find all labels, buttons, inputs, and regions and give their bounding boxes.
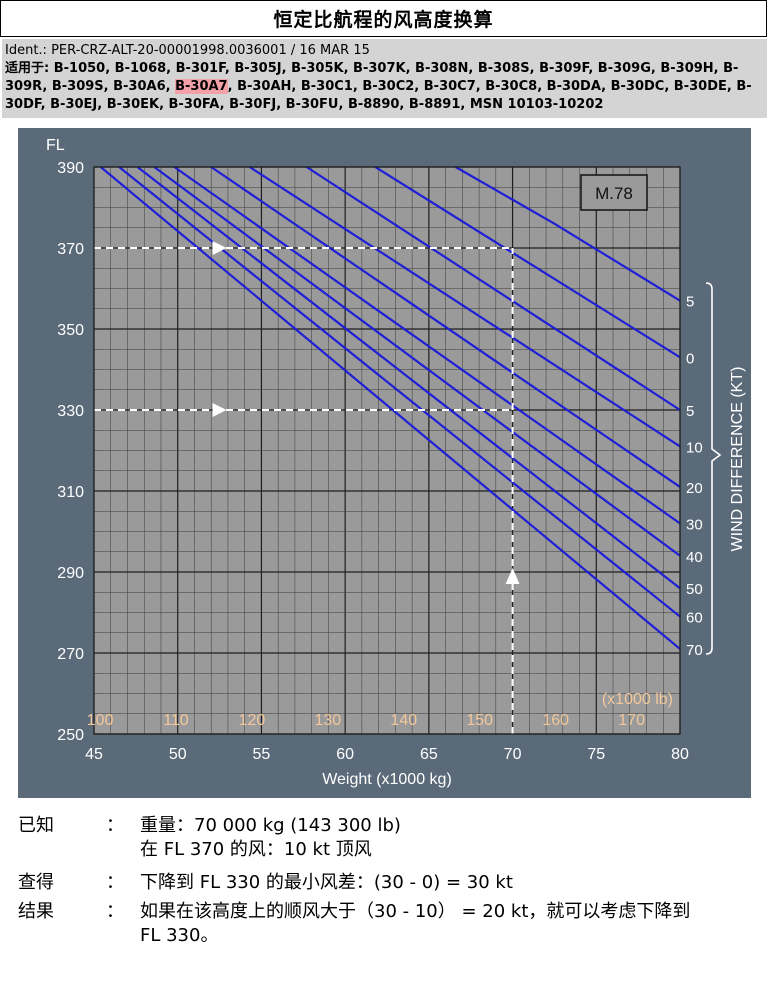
- wind-label: 0: [686, 350, 694, 367]
- find-label: 查得: [18, 872, 54, 893]
- y-tick-label: 350: [57, 322, 84, 339]
- highlighted-registration: B-30A7: [175, 79, 228, 94]
- ident-line: Ident.: PER-CRZ-ALT-20-00001998.0036001 …: [5, 43, 370, 58]
- x-tick-label: 60: [336, 746, 354, 763]
- chart-frame: 250 270 290 310 330 350 370 390 45 50 55 60 65 70 75 8…: [18, 128, 751, 798]
- wind-curve-70: [99, 166, 681, 650]
- wind-curve-20: [210, 166, 681, 488]
- x-tick-label: 55: [253, 746, 271, 763]
- wind-label: 20: [686, 480, 703, 497]
- y-tick-label: 370: [57, 241, 84, 258]
- find-value: 下降到 FL 330 的最小风差：(30 - 0) = 30 kt: [140, 872, 513, 893]
- lb-tick-label: 170: [618, 712, 645, 729]
- result-row: 结果 ： 如果在该高度上的顺风大于（30 - 10） = 20 kt，就可以考虑…: [18, 900, 760, 948]
- y-tick-label: 270: [57, 646, 84, 663]
- result-line-1: 如果在该高度上的顺风大于（30 - 10） = 20 kt，就可以考虑下降到: [140, 901, 691, 922]
- page-title-box: 恒定比航程的风高度换算: [0, 0, 767, 37]
- given-label: 已知: [18, 815, 54, 836]
- y-axis: 250 270 290 310 330 350 370 390: [57, 160, 84, 744]
- result-colon: ：: [106, 901, 124, 922]
- lb-tick-label: 130: [314, 712, 341, 729]
- wind-label: 5: [686, 403, 694, 420]
- given-line-1: 重量：70 000 kg (143 300 lb): [140, 815, 401, 836]
- annotation-lines: [94, 241, 520, 734]
- x-tick-label: 80: [671, 746, 689, 763]
- mach-label: M.78: [595, 184, 633, 203]
- given-line-2: 在 FL 370 的风：10 kt 顶风: [140, 839, 372, 860]
- mach-box: [580, 174, 648, 211]
- x-tick-label: 65: [420, 746, 438, 763]
- applicable-pre: B-1050, B-1068, B-301F, B-305J, B-305K, …: [5, 61, 739, 94]
- applicable-post: , B-30AH, B-30C1, B-30C2, B-30C7, B-30C8…: [5, 79, 752, 112]
- wind-curve-5: [306, 166, 681, 411]
- wind-label: 60: [686, 610, 703, 627]
- wind-label: 10: [686, 439, 703, 456]
- wind-label: 70: [686, 642, 703, 659]
- wind-curve-40: [153, 166, 681, 557]
- given-colon: ：: [106, 815, 124, 836]
- lb-tick-label: 140: [390, 712, 417, 729]
- result-label: 结果: [18, 901, 54, 922]
- wind-label: 40: [686, 549, 703, 566]
- y-tick-label: 250: [57, 727, 84, 744]
- y-tick-label: 330: [57, 403, 84, 420]
- x-axis: 45 50 55 60 65 70 75 80: [85, 746, 689, 763]
- y-tick-label: 290: [57, 565, 84, 582]
- x-tick-label: 50: [169, 746, 187, 763]
- x-axis-label: Weight (x1000 kg): [322, 771, 452, 788]
- wind-label: 30: [686, 516, 703, 533]
- lb-axis: 100 110 120 130 140 150 160 170: [87, 712, 645, 729]
- wind-curve-0: [374, 166, 681, 359]
- find-colon: ：: [106, 872, 124, 893]
- result-line-2: FL 330。: [140, 925, 219, 946]
- result-value: 如果在该高度上的顺风大于（30 - 10） = 20 kt，就可以考虑下降到 F…: [140, 900, 760, 948]
- lb-unit-label: (x1000 lb): [602, 691, 673, 708]
- arrow-up-weight: [505, 568, 520, 585]
- x-tick-label: 75: [587, 746, 605, 763]
- plot-border: [93, 166, 681, 735]
- arrow-right-fl-descend: [212, 403, 227, 417]
- wind-axis-label: WIND DIFFERENCE (KT): [729, 367, 746, 552]
- lb-tick-label: 100: [87, 712, 114, 729]
- ident-block: Ident.: PER-CRZ-ALT-20-00001998.0036001 …: [2, 39, 767, 118]
- y-tick-label: 390: [57, 160, 84, 177]
- find-row: 查得 ： 下降到 FL 330 的最小风差：(30 - 0) = 30 kt: [18, 871, 760, 895]
- given-value: 重量：70 000 kg (143 300 lb) 在 FL 370 的风：10…: [140, 814, 760, 862]
- applicable-list: 适用于: B-1050, B-1068, B-301F, B-305J, B-3…: [5, 60, 764, 114]
- page-title: 恒定比航程的风高度换算: [273, 9, 494, 31]
- wind-curve-30: [173, 166, 681, 525]
- lb-tick-label: 160: [542, 712, 569, 729]
- y-axis-label: FL: [46, 137, 65, 154]
- wind-curve-50: [136, 166, 681, 590]
- lb-tick-label: 110: [163, 712, 189, 729]
- x-tick-label: 45: [85, 746, 103, 763]
- wind-label: 50: [686, 581, 703, 598]
- wind-curve-10: [249, 166, 681, 448]
- lb-tick-label: 150: [466, 712, 493, 729]
- x-tick-label: 70: [504, 746, 522, 763]
- given-row: 已知 ： 重量：70 000 kg (143 300 lb) 在 FL 370 …: [18, 814, 760, 862]
- wind-label: 5: [686, 294, 694, 311]
- wind-bracket: [705, 282, 722, 655]
- wind-curve-5: [455, 166, 681, 302]
- applicable-prefix: 适用于:: [5, 61, 54, 76]
- lb-tick-label: 120: [239, 712, 266, 729]
- arrow-right-fl-initial: [212, 241, 227, 255]
- y-tick-label: 310: [57, 484, 84, 501]
